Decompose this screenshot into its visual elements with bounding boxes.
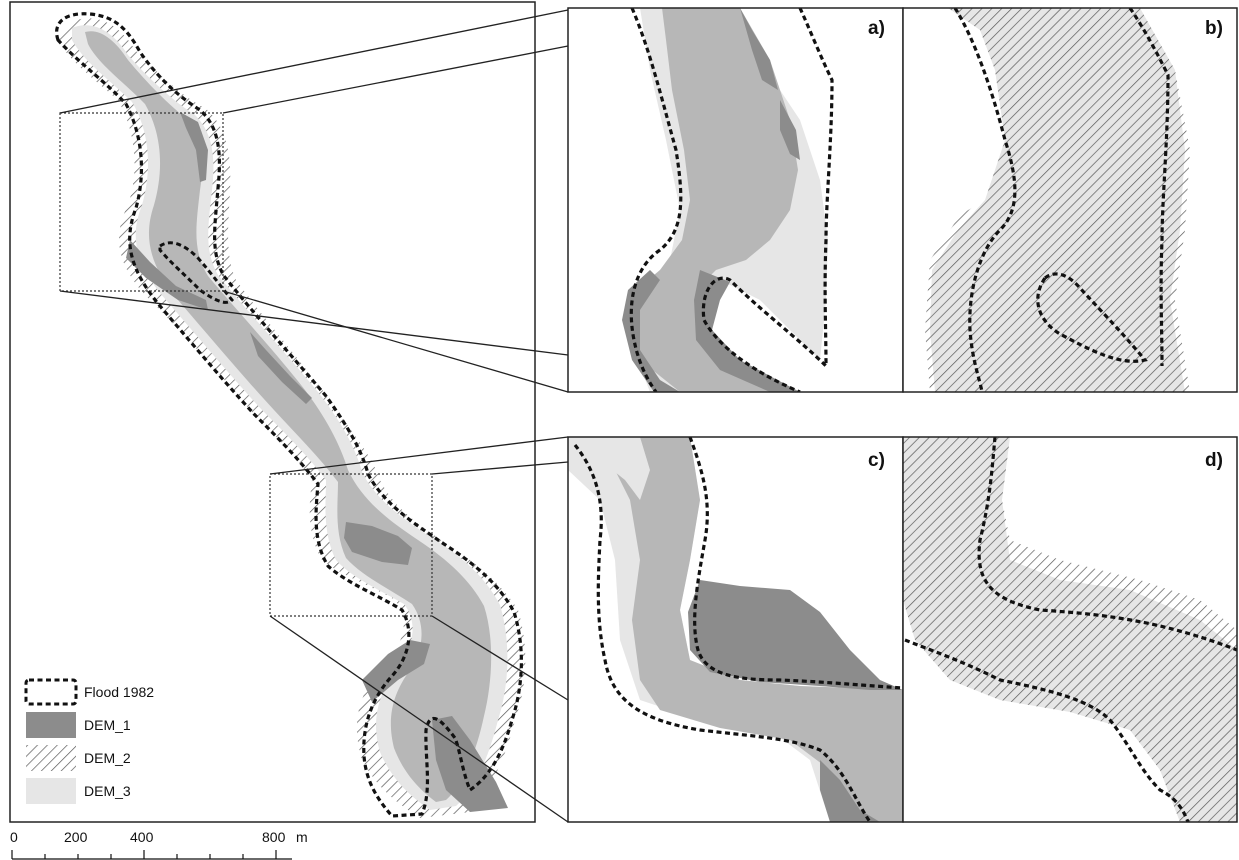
legend-swatch-dem1 — [26, 712, 76, 738]
scale-tick-label: 0 — [10, 829, 18, 845]
overview-flood-island — [158, 241, 235, 304]
legend-label-dem3: DEM_3 — [84, 783, 131, 799]
legend-label-flood: Flood 1982 — [84, 684, 154, 700]
legend-swatch-dem2 — [26, 745, 76, 771]
scale-tick-label: 200 — [64, 829, 88, 845]
overview-flood-outline — [55, 12, 523, 818]
overview-dem1-patch — [250, 332, 312, 404]
overview-zoom-box-lower — [269, 473, 433, 617]
overview-map — [10, 2, 535, 822]
panel-a: a) — [567, 7, 904, 393]
scale-tick-label: 400 — [130, 829, 154, 845]
overview-frame — [9, 1, 536, 823]
panel-label-c: c) — [868, 450, 885, 471]
scale-tick-label: 800 — [262, 829, 286, 845]
overview-dem1-patch — [432, 716, 508, 812]
scale-unit: m — [296, 829, 308, 845]
scale-bar: 0 200 400 800 m — [10, 829, 308, 860]
panel-label-b: b) — [1205, 18, 1223, 39]
overview-zoom-box-upper — [59, 112, 224, 292]
panel-label-a: a) — [868, 18, 885, 39]
legend: Flood 1982 DEM_1 DEM_2 DEM_3 — [24, 678, 154, 804]
overview-dem1-patch — [180, 112, 208, 182]
legend-label-dem1: DEM_1 — [84, 717, 131, 733]
panel-b: b) — [902, 7, 1238, 393]
overview-dem1-patch — [344, 522, 412, 565]
panel-label-d: d) — [1205, 450, 1223, 471]
panel-d: d) — [902, 436, 1238, 823]
legend-label-dem2: DEM_2 — [84, 750, 131, 766]
overview-dem1-patch — [126, 240, 208, 310]
legend-swatch-dem3 — [26, 778, 76, 804]
panel-c: c) — [567, 436, 904, 823]
legend-swatch-flood — [24, 678, 78, 706]
overview-channel — [85, 31, 492, 803]
overview-dem1-patch — [362, 640, 430, 702]
zoom-connectors — [59, 9, 569, 823]
